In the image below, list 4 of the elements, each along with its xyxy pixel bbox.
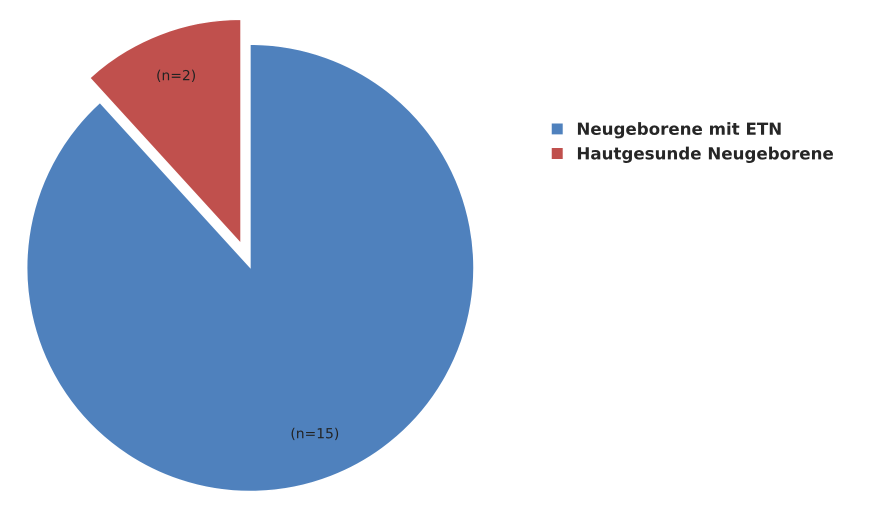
legend-label: Neugeborene mit ETN <box>578 122 781 138</box>
data-label: (n=2) <box>157 70 195 82</box>
data-label: (n=15) <box>292 428 338 440</box>
legend-label: Hautgesunde Neugeborene <box>578 146 833 163</box>
